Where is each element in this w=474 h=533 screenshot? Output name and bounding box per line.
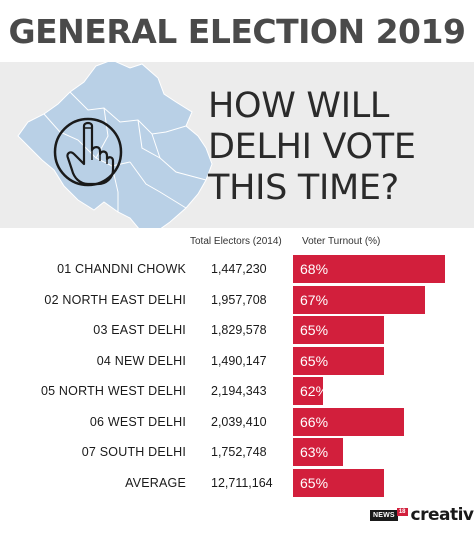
headline-line: THIS TIME? — [208, 168, 399, 208]
turnout-bar: 65% — [293, 316, 384, 344]
chart-row: 02 NORTH EAST DELHI 1,957,708 67% — [0, 285, 474, 316]
turnout-value-label: 67% — [300, 291, 329, 308]
brand-number: 18 — [396, 508, 408, 516]
turnout-bar: 68% — [293, 255, 445, 283]
turnout-bar: 65% — [293, 468, 384, 497]
brand-news: NEWS — [370, 509, 398, 521]
chart-row: 04 NEW DELHI 1,490,147 65% — [0, 346, 474, 377]
turnout-value-label: 65% — [300, 352, 329, 369]
brand-logo: NEWS 18 creative — [370, 505, 474, 525]
chart-row: 07 SOUTH DELHI 1,752,748 63% — [0, 438, 474, 468]
headline-line: HOW WILL — [208, 86, 390, 126]
turnout-bar: 66% — [293, 407, 405, 436]
row-label: 03 EAST DELHI — [93, 323, 186, 337]
turnout-value-label: 65% — [300, 322, 329, 338]
turnout-value-label: 66% — [300, 413, 329, 430]
row-label: 05 NORTH WEST DELHI — [40, 384, 186, 398]
row-label: 01 CHANDNI CHOWK — [57, 262, 186, 276]
row-label: 07 SOUTH DELHI — [81, 445, 186, 459]
row-electors: 1,957,708 — [211, 292, 267, 307]
chart-row: AVERAGE 12,711,164 65% — [0, 468, 474, 499]
row-electors: 2,039,410 — [211, 414, 267, 429]
page-title: GENERAL ELECTION 2019 — [8, 12, 466, 51]
chart-row: 05 NORTH WEST DELHI 2,194,343 62% — [0, 377, 474, 407]
chart-row: 06 WEST DELHI 2,039,410 66% — [0, 407, 474, 438]
headline-line: DELHI VOTE — [208, 127, 416, 167]
delhi-map-icon — [17, 62, 213, 228]
chart-row: 01 CHANDNI CHOWK 1,447,230 68% — [0, 255, 474, 285]
turnout-bar: 65% — [293, 346, 384, 375]
row-electors: 1,829,578 — [211, 323, 267, 337]
row-electors: 2,194,343 — [211, 384, 267, 398]
row-label: 04 NEW DELHI — [96, 353, 186, 368]
row-label: 02 NORTH EAST DELHI — [44, 292, 186, 307]
turnout-value-label: 63% — [300, 444, 329, 460]
row-electors: 1,490,147 — [211, 353, 267, 368]
row-label: AVERAGE — [125, 475, 186, 490]
brand-word: creative — [410, 505, 474, 525]
voting-finger-icon — [53, 117, 123, 187]
row-electors: 1,752,748 — [211, 445, 267, 459]
chart-row: 03 EAST DELHI 1,829,578 65% — [0, 316, 474, 346]
electors-column-header: Total Electors (2014) — [190, 236, 282, 247]
row-electors: 12,711,164 — [211, 475, 273, 490]
turnout-value-label: 62% — [300, 383, 329, 399]
turnout-bar: 67% — [293, 285, 425, 314]
turnout-value-label: 65% — [300, 474, 329, 491]
headline: HOW WILL DELHI VOTE THIS TIME? — [208, 86, 468, 209]
turnout-bar: 63% — [293, 438, 344, 466]
row-label: 06 WEST DELHI — [89, 414, 186, 429]
row-electors: 1,447,230 — [211, 262, 267, 276]
header: GENERAL ELECTION 2019 — [0, 0, 474, 62]
turnout-value-label: 68% — [300, 261, 329, 277]
hero-banner: HOW WILL DELHI VOTE THIS TIME? — [0, 62, 474, 228]
turnout-bar: 62% — [293, 377, 328, 405]
turnout-column-header: Voter Turnout (%) — [302, 236, 381, 247]
